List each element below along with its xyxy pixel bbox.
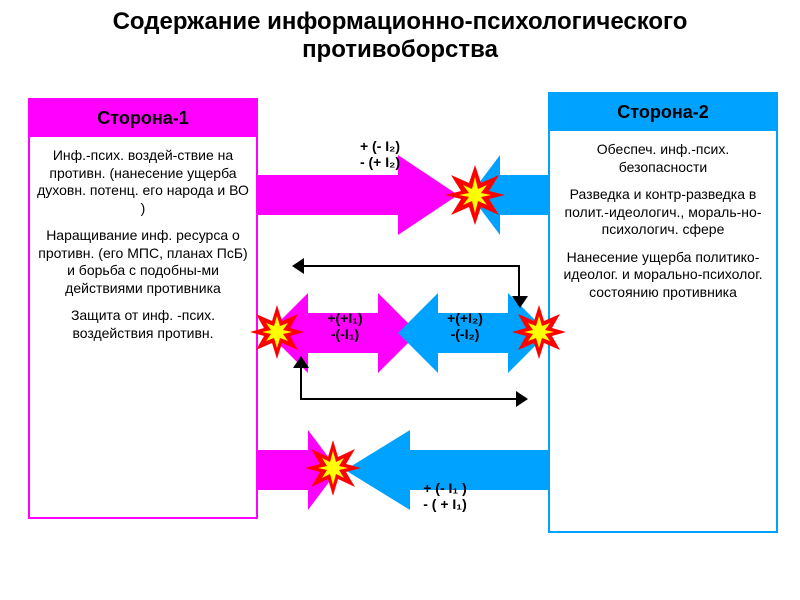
bracket-top-vr — [518, 265, 520, 299]
side1-panel: Сторона-1 Инф.-псих. воздей-ствие на про… — [28, 98, 258, 519]
top-label: + (- I₂) - (+ I₂) — [335, 138, 425, 170]
bracket-bot-h — [300, 398, 520, 400]
bracket-bot-vl — [300, 366, 302, 400]
mid-right-burst-icon — [512, 305, 566, 359]
side1-text-3: Защита от инф. -псих. воздействия против… — [36, 307, 250, 342]
side2-text-3: Нанесение ущерба политико-идеолог. и мор… — [556, 249, 770, 302]
bracket-bot-right-tri-icon — [516, 391, 528, 407]
side1-text-2: Наращивание инф. ресурса о противн. (его… — [36, 227, 250, 297]
page-title: Содержание информационно-психологическог… — [0, 0, 800, 63]
bracket-top-h — [300, 265, 520, 267]
side2-text-1: Обеспеч. инф.-псих. безопасности — [556, 141, 770, 176]
side1-body: Инф.-псих. воздей-ствие на противн. (нан… — [30, 137, 256, 517]
side2-text-2: Разведка и контр-разведка в полит.-идеол… — [556, 186, 770, 239]
side2-body: Обеспеч. инф.-псих. безопасности Разведк… — [550, 131, 776, 531]
top-burst-icon — [445, 165, 505, 225]
side1-text-1: Инф.-псих. воздей-ствие на противн. (нан… — [36, 147, 250, 217]
side2-header: Сторона-2 — [550, 94, 776, 131]
mid-right-label: +(+I₂) -(-I₂) — [430, 310, 500, 342]
bracket-top-left-tri-icon — [292, 258, 304, 274]
bracket-bot-left-tri-icon — [293, 356, 309, 368]
bracket-top-right-tri-icon — [512, 296, 528, 308]
bottom-label: + (- I₁ ) - ( + I₁) — [395, 480, 495, 512]
side1-header: Сторона-1 — [30, 100, 256, 137]
mid-left-label: +(+I₁) -(-I₁) — [310, 310, 380, 342]
side2-panel: Сторона-2 Обеспеч. инф.-псих. безопаснос… — [548, 92, 778, 533]
mid-left-burst-icon — [250, 305, 304, 359]
bottom-burst-icon — [305, 440, 361, 496]
